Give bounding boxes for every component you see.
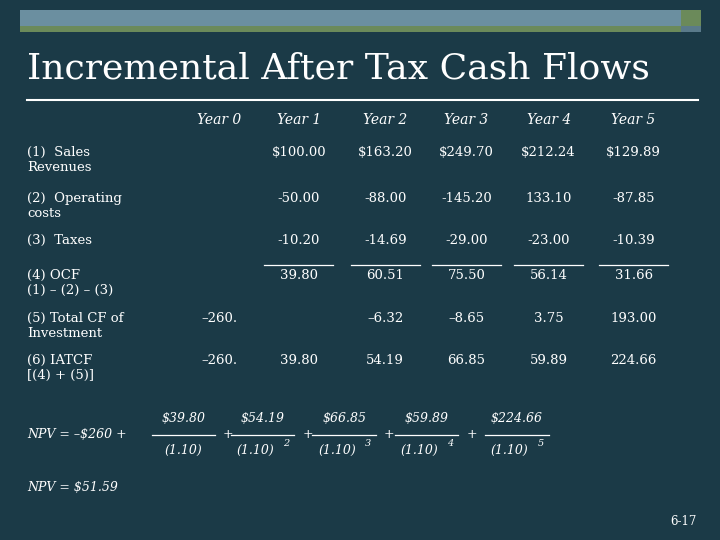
- Text: Incremental After Tax Cash Flows: Incremental After Tax Cash Flows: [27, 51, 650, 85]
- Text: (6) IATCF
[(4) + (5)]: (6) IATCF [(4) + (5)]: [27, 354, 94, 382]
- Text: (2)  Operating
costs: (2) Operating costs: [27, 192, 122, 220]
- Text: 193.00: 193.00: [611, 312, 657, 325]
- Text: (1.10): (1.10): [491, 444, 528, 457]
- Text: +: +: [467, 428, 477, 441]
- Text: 5: 5: [538, 439, 544, 448]
- Text: 6-17: 6-17: [670, 515, 697, 528]
- Text: $249.70: $249.70: [439, 146, 494, 159]
- Text: -87.85: -87.85: [612, 192, 655, 205]
- Text: 66.85: 66.85: [448, 354, 485, 367]
- Text: NPV = $51.59: NPV = $51.59: [27, 481, 118, 494]
- Text: (4) OCF
(1) – (2) – (3): (4) OCF (1) – (2) – (3): [27, 269, 114, 297]
- Text: 31.66: 31.66: [615, 269, 652, 282]
- Text: -23.00: -23.00: [527, 234, 570, 247]
- Text: $129.89: $129.89: [606, 146, 661, 159]
- Text: –6.32: –6.32: [367, 312, 403, 325]
- Bar: [20, 26, 700, 32]
- Text: Year 4: Year 4: [526, 113, 571, 127]
- Text: (1)  Sales
Revenues: (1) Sales Revenues: [27, 146, 92, 174]
- Text: +: +: [384, 428, 394, 441]
- Bar: [681, 10, 701, 26]
- Text: $54.19: $54.19: [240, 412, 285, 425]
- Text: 3: 3: [365, 439, 371, 448]
- Text: –260.: –260.: [202, 312, 238, 325]
- Text: $224.66: $224.66: [491, 412, 543, 425]
- Text: –260.: –260.: [202, 354, 238, 367]
- Text: Year 5: Year 5: [611, 113, 656, 127]
- Text: Year 3: Year 3: [444, 113, 489, 127]
- Text: $66.85: $66.85: [322, 412, 366, 425]
- Text: 56.14: 56.14: [530, 269, 567, 282]
- Text: $163.20: $163.20: [358, 146, 413, 159]
- Text: $39.80: $39.80: [161, 412, 206, 425]
- Text: NPV = –$260 +: NPV = –$260 +: [27, 428, 127, 441]
- Text: 3.75: 3.75: [534, 312, 564, 325]
- Text: +: +: [222, 428, 233, 441]
- Text: -14.69: -14.69: [364, 234, 407, 247]
- Text: 133.10: 133.10: [526, 192, 572, 205]
- Text: (5) Total CF of
Investment: (5) Total CF of Investment: [27, 312, 124, 340]
- Text: 59.89: 59.89: [530, 354, 567, 367]
- Text: –8.65: –8.65: [449, 312, 485, 325]
- Text: +: +: [303, 428, 313, 441]
- Text: -145.20: -145.20: [441, 192, 492, 205]
- Text: $59.89: $59.89: [404, 412, 449, 425]
- Text: 39.80: 39.80: [280, 269, 318, 282]
- Text: 39.80: 39.80: [280, 354, 318, 367]
- Text: $212.24: $212.24: [521, 146, 576, 159]
- Text: Year 0: Year 0: [197, 113, 242, 127]
- Text: 60.51: 60.51: [366, 269, 404, 282]
- Text: 75.50: 75.50: [448, 269, 485, 282]
- Bar: [20, 10, 681, 26]
- Text: (1.10): (1.10): [400, 444, 438, 457]
- Text: -10.20: -10.20: [278, 234, 320, 247]
- Text: -88.00: -88.00: [364, 192, 406, 205]
- Text: -10.39: -10.39: [612, 234, 655, 247]
- Text: 54.19: 54.19: [366, 354, 404, 367]
- Text: (1.10): (1.10): [318, 444, 356, 457]
- Text: 4: 4: [447, 439, 453, 448]
- Text: (3)  Taxes: (3) Taxes: [27, 234, 92, 247]
- Text: (1.10): (1.10): [165, 444, 202, 457]
- Text: Year 2: Year 2: [363, 113, 408, 127]
- Text: -29.00: -29.00: [445, 234, 488, 247]
- Text: (1.10): (1.10): [237, 444, 274, 457]
- Text: 2: 2: [284, 439, 289, 448]
- Bar: [681, 26, 701, 32]
- Text: $100.00: $100.00: [271, 146, 326, 159]
- Text: -50.00: -50.00: [278, 192, 320, 205]
- Text: Year 1: Year 1: [276, 113, 321, 127]
- Text: 224.66: 224.66: [611, 354, 657, 367]
